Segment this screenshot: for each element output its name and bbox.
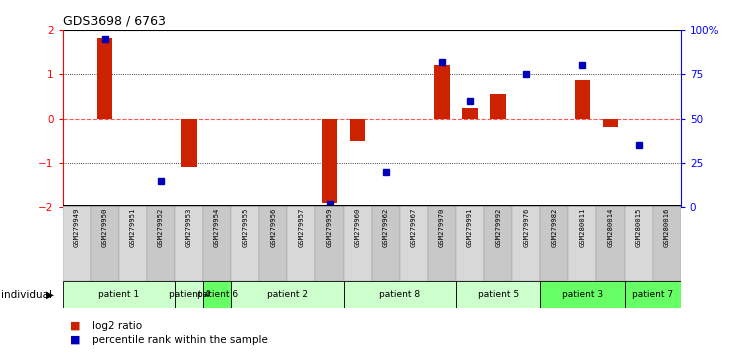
Text: GSM280011: GSM280011 [579, 207, 585, 247]
Text: GSM279955: GSM279955 [242, 207, 248, 247]
Bar [456, 205, 484, 281]
Bar [568, 205, 596, 281]
Text: GSM279967: GSM279967 [411, 207, 417, 247]
Text: GSM280016: GSM280016 [664, 207, 670, 247]
Bar [63, 281, 175, 308]
Bar [434, 65, 450, 119]
Text: GDS3698 / 6763: GDS3698 / 6763 [63, 15, 166, 28]
Bar [625, 205, 653, 281]
Bar [575, 80, 590, 119]
Bar [91, 205, 118, 281]
Bar [344, 281, 456, 308]
Bar [316, 205, 344, 281]
Bar [603, 119, 618, 126]
Bar [97, 38, 113, 119]
Text: ■: ■ [70, 321, 80, 331]
Text: GSM279960: GSM279960 [355, 207, 361, 247]
Bar [653, 205, 681, 281]
Bar [231, 281, 344, 308]
Bar [259, 205, 287, 281]
Text: GSM279954: GSM279954 [214, 207, 220, 247]
Bar [175, 281, 203, 308]
Text: GSM279959: GSM279959 [327, 207, 333, 247]
Text: GSM279992: GSM279992 [495, 207, 501, 247]
Bar [596, 205, 625, 281]
Text: ■: ■ [70, 335, 80, 345]
Text: GSM279957: GSM279957 [298, 207, 305, 247]
Text: GSM279970: GSM279970 [439, 207, 445, 247]
Bar [350, 119, 365, 141]
Bar [462, 108, 478, 119]
Bar [287, 205, 316, 281]
Bar [512, 205, 540, 281]
Text: GSM279991: GSM279991 [467, 207, 473, 247]
Text: patient 2: patient 2 [267, 290, 308, 299]
Text: GSM279953: GSM279953 [186, 207, 192, 247]
Bar [203, 281, 231, 308]
Text: patient 6: patient 6 [197, 290, 238, 299]
Text: GSM279950: GSM279950 [102, 207, 107, 247]
Text: GSM279949: GSM279949 [74, 207, 79, 247]
Text: GSM279956: GSM279956 [270, 207, 276, 247]
Bar [63, 205, 91, 281]
Bar [490, 94, 506, 119]
Bar [540, 205, 568, 281]
Bar [231, 205, 259, 281]
Text: GSM280015: GSM280015 [636, 207, 642, 247]
Bar [400, 205, 428, 281]
Bar [540, 281, 625, 308]
Text: log2 ratio: log2 ratio [92, 321, 142, 331]
Bar [181, 119, 197, 167]
Text: GSM279952: GSM279952 [158, 207, 164, 247]
Text: patient 8: patient 8 [379, 290, 420, 299]
Bar [372, 205, 400, 281]
Bar [175, 205, 203, 281]
Text: patient 1: patient 1 [98, 290, 139, 299]
Text: patient 7: patient 7 [632, 290, 673, 299]
Text: GSM280014: GSM280014 [607, 207, 614, 247]
Text: patient 5: patient 5 [478, 290, 519, 299]
Bar [147, 205, 175, 281]
Bar [322, 119, 337, 202]
Text: GSM279962: GSM279962 [383, 207, 389, 247]
Bar [428, 205, 456, 281]
Bar [456, 281, 540, 308]
Text: patient 4: patient 4 [169, 290, 210, 299]
Bar [203, 205, 231, 281]
Text: GSM279976: GSM279976 [523, 207, 529, 247]
Text: GSM279982: GSM279982 [551, 207, 557, 247]
Bar [344, 205, 372, 281]
Text: percentile rank within the sample: percentile rank within the sample [92, 335, 268, 345]
Bar [118, 205, 147, 281]
Text: patient 3: patient 3 [562, 290, 603, 299]
Text: GSM279951: GSM279951 [130, 207, 136, 247]
Bar [484, 205, 512, 281]
Text: individual: individual [1, 290, 52, 299]
Text: ▶: ▶ [46, 290, 54, 299]
Bar [625, 281, 681, 308]
